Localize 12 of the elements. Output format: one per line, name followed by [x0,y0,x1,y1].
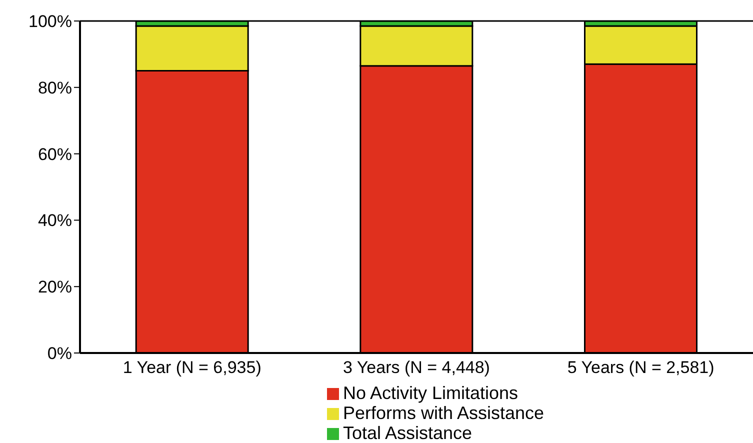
legend-label: Performs with Assistance [342,403,544,423]
legend-label: No Activity Limitations [342,383,518,403]
y-tick-label: 0% [47,344,72,364]
y-tick-label: 40% [38,211,72,230]
x-tick-label: 3 Years (N = 4,448) [343,358,490,378]
x-tick-label: 5 Years (N = 2,581) [567,358,714,378]
y-tick-label: 60% [38,144,72,164]
y-tick-label: 100% [28,12,72,32]
x-tick-label: 1 Year (N = 6,935) [122,358,262,378]
y-tick-label: 20% [38,278,72,297]
y-tick-label: 80% [38,78,72,98]
legend-label: Total Assistance [342,423,472,443]
